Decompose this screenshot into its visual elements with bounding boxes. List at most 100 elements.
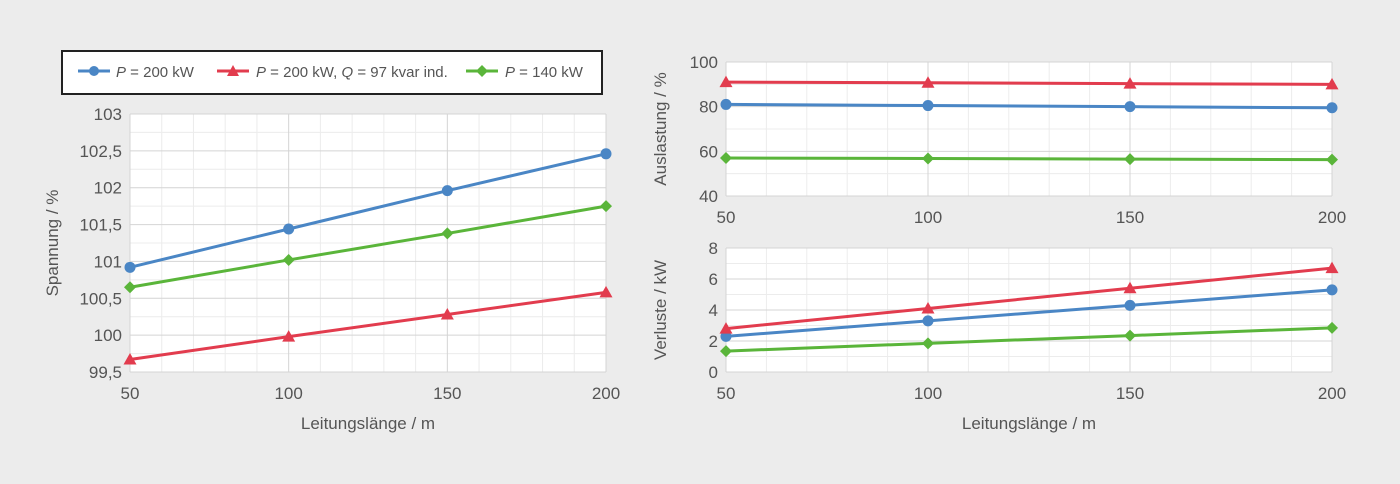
voltage-ylabel: Spannung / % <box>43 190 62 297</box>
load-line-blue <box>725 102 1333 110</box>
voltage-point-red <box>123 352 137 365</box>
load-point-blue <box>1326 102 1338 114</box>
chart-voltage: 99,5 100 100,5 101 101,5 102 102,5 103 50 100 150 2… <box>43 105 620 433</box>
chart-losses: 0 2 4 6 8 50 100 150 200 Verluste / kW Leitungslän… <box>651 239 1346 433</box>
losses-xtick-label: 50 <box>717 384 736 403</box>
losses-point-red <box>719 322 733 334</box>
legend-marker-red <box>227 65 239 76</box>
losses-series-red <box>719 261 1339 334</box>
voltage-point-red <box>440 308 454 320</box>
load-xtick-label: 150 <box>1116 208 1144 227</box>
voltage-series-red <box>123 285 613 365</box>
voltage-point-blue <box>600 148 612 160</box>
losses-point-green <box>1326 321 1338 334</box>
load-point-green <box>720 152 732 165</box>
voltage-line-green <box>129 204 607 289</box>
load-point-red <box>1325 77 1339 90</box>
voltage-xtick-label: 150 <box>433 384 461 403</box>
voltage-line-blue <box>129 152 607 269</box>
losses-ytick-label: 0 <box>709 363 718 382</box>
legend-entry-red: P = 200 kW, Q = 97 kvar ind. <box>217 64 448 81</box>
losses-ylabel: Verluste / kW <box>651 260 670 360</box>
losses-point-blue <box>922 315 934 327</box>
voltage-point-green <box>124 281 136 294</box>
voltage-ytick-label: 102 <box>94 179 122 198</box>
voltage-ytick-label: 102,5 <box>79 142 122 161</box>
load-line-red <box>725 80 1333 86</box>
load-point-blue <box>922 100 934 112</box>
voltage-ytick-label: 99,5 <box>89 363 122 382</box>
losses-ytick-label: 8 <box>709 239 718 258</box>
load-line-green <box>725 156 1333 162</box>
losses-line-blue <box>725 288 1333 338</box>
voltage-series-blue <box>124 148 612 273</box>
load-series-red <box>719 75 1339 90</box>
load-xtick-label: 100 <box>914 208 942 227</box>
losses-point-blue <box>1326 284 1338 296</box>
losses-point-blue <box>1124 299 1136 311</box>
load-ytick-label: 80 <box>699 98 718 117</box>
voltage-xtick-label: 100 <box>274 384 302 403</box>
voltage-ytick-label: 103 <box>94 105 122 124</box>
voltage-point-red <box>599 285 613 298</box>
legend-marker-green <box>476 65 488 77</box>
voltage-point-blue <box>441 185 453 197</box>
voltage-ytick-label: 101,5 <box>79 216 122 235</box>
losses-xtick-label: 100 <box>914 384 942 403</box>
losses-xtick-label: 200 <box>1318 384 1346 403</box>
legend: P = 200 kW P = 200 kW, Q = 97 kvar ind. … <box>61 50 603 95</box>
legend-label-blue: P = 200 kW <box>116 64 195 81</box>
voltage-line-red <box>129 290 607 361</box>
load-point-green <box>922 152 934 165</box>
voltage-ytick-label: 100,5 <box>79 289 122 308</box>
voltage-point-blue <box>124 261 136 273</box>
voltage-point-red <box>282 330 296 342</box>
losses-point-red <box>1325 261 1339 274</box>
load-ylabel: Auslastung / % <box>651 72 670 185</box>
load-point-red <box>1123 77 1137 89</box>
load-ytick-label: 100 <box>690 53 718 72</box>
voltage-series-green <box>124 200 612 294</box>
legend-marker-blue <box>89 66 99 76</box>
legend-entry-green: P = 140 kW <box>466 64 584 81</box>
losses-ytick-label: 4 <box>709 301 718 320</box>
losses-point-green <box>720 345 732 358</box>
load-point-red <box>719 75 733 88</box>
losses-point-red <box>1123 281 1137 294</box>
losses-line-red <box>725 266 1333 331</box>
losses-xlabel: Leitungslänge / m <box>962 414 1096 433</box>
voltage-xtick-label: 200 <box>592 384 620 403</box>
losses-point-green <box>1124 329 1136 342</box>
losses-line-green <box>725 326 1333 353</box>
voltage-point-green <box>441 227 454 240</box>
losses-series-green <box>720 321 1338 358</box>
load-point-blue <box>720 98 732 110</box>
legend-label-green: P = 140 kW <box>505 64 584 81</box>
losses-xtick-label: 150 <box>1116 384 1144 403</box>
voltage-ytick-label: 100 <box>94 326 122 345</box>
voltage-point-green <box>600 200 612 213</box>
load-point-green <box>1124 153 1136 166</box>
losses-point-green <box>922 337 934 350</box>
legend-box <box>61 50 603 95</box>
losses-point-red <box>921 301 935 314</box>
losses-ytick-label: 2 <box>709 332 718 351</box>
load-ytick-label: 60 <box>699 142 718 161</box>
load-xtick-label: 200 <box>1318 208 1346 227</box>
voltage-xlabel: Leitungslänge / m <box>301 414 435 433</box>
load-series-green <box>720 152 1338 166</box>
voltage-point-blue <box>283 223 295 235</box>
legend-entry-blue: P = 200 kW <box>78 64 195 81</box>
legend-label-red: P = 200 kW, Q = 97 kvar ind. <box>256 64 448 81</box>
load-point-blue <box>1124 101 1136 113</box>
voltage-xtick-label: 50 <box>121 384 140 403</box>
chart-load: 40 60 80 100 50 100 150 200 Auslastung / % <box>651 53 1346 227</box>
load-point-green <box>1326 153 1338 166</box>
voltage-ytick-label: 101 <box>94 252 122 271</box>
voltage-point-green <box>282 253 295 266</box>
load-series-blue <box>720 98 1338 114</box>
load-point-red <box>921 76 935 88</box>
load-xtick-label: 50 <box>717 208 736 227</box>
load-ytick-label: 40 <box>699 187 718 206</box>
